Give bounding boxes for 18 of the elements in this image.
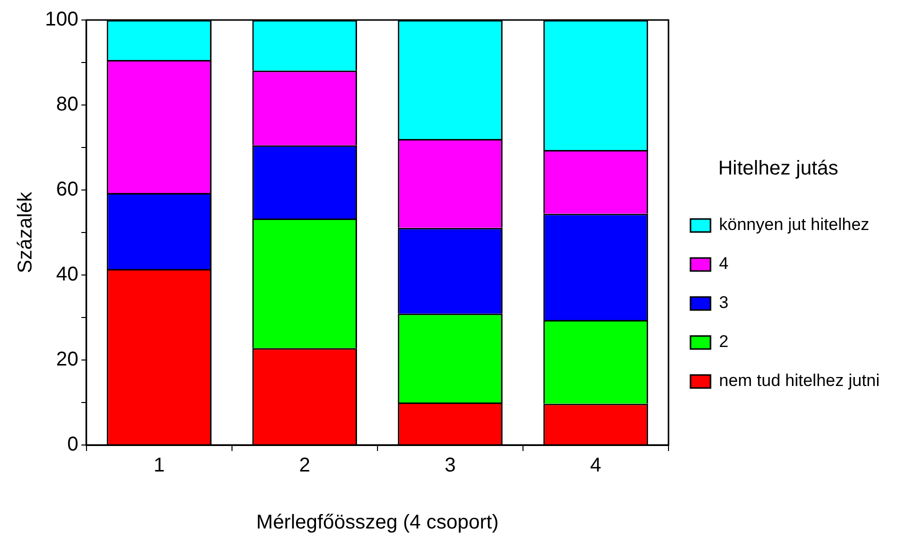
y-tick-label: 20 bbox=[56, 348, 78, 371]
legend-label: 2 bbox=[719, 332, 728, 352]
y-tick-label: 100 bbox=[44, 8, 78, 31]
x-tick-label: 2 bbox=[299, 454, 310, 477]
y-tick-label: 60 bbox=[56, 178, 78, 201]
legend-label: 4 bbox=[719, 254, 728, 274]
legend-label: könnyen jut hitelhez bbox=[719, 215, 870, 234]
legend-label: nem tud hitelhez jutni bbox=[719, 371, 880, 390]
y-tick-label: 0 bbox=[67, 434, 78, 456]
y-axis-title: Százalék bbox=[14, 190, 37, 274]
x-tick-label: 3 bbox=[444, 454, 456, 477]
legend-title: Hitelhez jutás bbox=[718, 158, 838, 180]
y-tick-label: 80 bbox=[56, 94, 78, 116]
x-tick-label: 1 bbox=[154, 454, 165, 477]
y-tick-label: 40 bbox=[56, 264, 78, 286]
x-axis-title: Mérlegfőösszeg (4 csoport) bbox=[256, 512, 499, 534]
x-tick-label: 4 bbox=[590, 454, 602, 477]
legend-label: 3 bbox=[719, 293, 728, 312]
